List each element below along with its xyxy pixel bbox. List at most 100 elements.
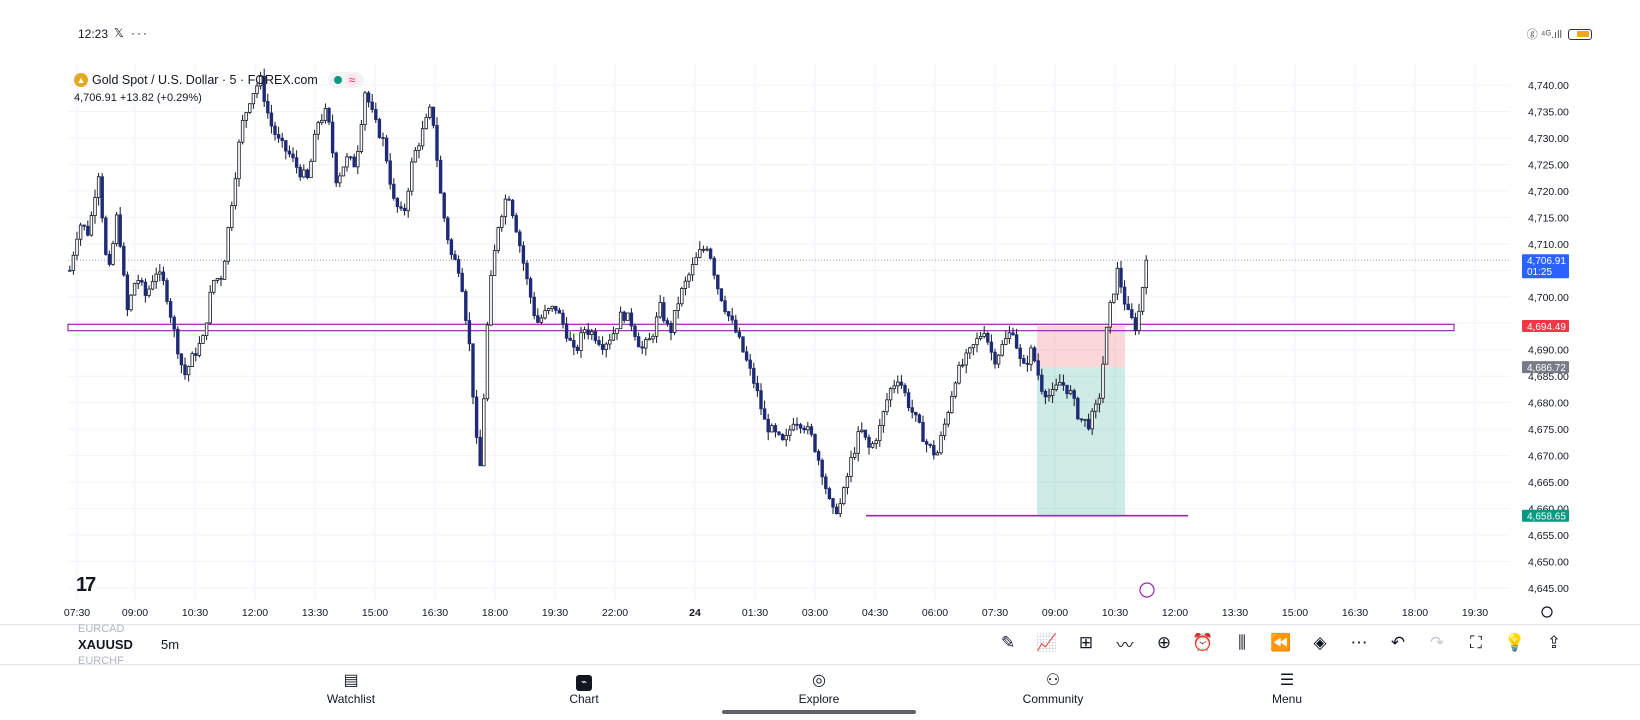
- candle: [377, 117, 382, 139]
- lightning-icon[interactable]: [1139, 582, 1155, 598]
- candle: [809, 423, 814, 437]
- candle-body-up: [939, 435, 943, 454]
- candle-body-up: [503, 198, 508, 218]
- candle: [150, 275, 155, 291]
- candle: [665, 317, 670, 327]
- tradingview-logo[interactable]: 17: [76, 574, 96, 596]
- fullscreen-icon[interactable]: ⛶: [1470, 633, 1482, 652]
- drawing-tools-icon[interactable]: 〰: [1116, 635, 1134, 655]
- candle: [96, 172, 101, 206]
- resistance-zone[interactable]: [67, 323, 1455, 332]
- candle: [906, 388, 911, 412]
- price-chart[interactable]: 4,740.00 4,735.00 4,730.00 4,725.00 4,720.00…: [0, 64, 1640, 624]
- time-axis[interactable]: 07:30 09:00 10:30 12:00 13:30 15:00 16:30 18:00…: [64, 606, 1553, 619]
- candle-body-down: [914, 411, 918, 416]
- ideas-icon[interactable]: 💡: [1504, 633, 1526, 652]
- more-icon[interactable]: ⋯: [1350, 633, 1368, 652]
- candle: [341, 166, 346, 177]
- chart-area[interactable]: 4,740.00 4,735.00 4,730.00 4,725.00 4,720.00…: [0, 64, 1640, 624]
- candle: [446, 215, 450, 245]
- nav-explore[interactable]: ◎ Explore: [759, 671, 879, 706]
- candle: [982, 325, 986, 339]
- price-tick-label: 4,740.00: [1528, 80, 1569, 92]
- candle: [752, 362, 756, 389]
- candle-body-up: [878, 425, 882, 442]
- stop-loss-zone[interactable]: [1037, 325, 1125, 368]
- candle: [662, 296, 666, 324]
- candle: [892, 379, 896, 394]
- candle: [320, 114, 324, 126]
- add-icon[interactable]: ⊕: [1156, 633, 1172, 652]
- candle: [219, 275, 223, 287]
- candle-body-down: [766, 418, 770, 433]
- symbol-description[interactable]: Gold Spot / U.S. Dollar · 5 · FOREX.com: [92, 73, 318, 87]
- take-profit-zone[interactable]: [1037, 367, 1125, 516]
- candle: [586, 323, 590, 340]
- candle-body-up: [78, 224, 83, 240]
- candle: [154, 267, 158, 289]
- price-label-value: 4,686.72: [1527, 363, 1566, 374]
- layers-icon[interactable]: ◈: [1313, 633, 1327, 652]
- candle: [791, 418, 796, 432]
- candle-body-up: [428, 106, 432, 118]
- interval-selector[interactable]: 5m: [161, 637, 180, 652]
- replay-icon[interactable]: ⏪: [1270, 633, 1292, 652]
- indicators-icon[interactable]: 📈: [1036, 633, 1058, 652]
- candle: [474, 389, 479, 444]
- chart-type-icon[interactable]: ⫼: [1238, 633, 1246, 652]
- symbol-selector[interactable]: XAUUSD: [78, 637, 133, 652]
- candle: [140, 277, 144, 286]
- candle-body-up: [896, 381, 900, 387]
- candle: [813, 433, 817, 453]
- candle-body-up: [644, 339, 648, 349]
- alert-icon[interactable]: ⏰: [1192, 633, 1214, 652]
- candle: [179, 353, 184, 374]
- candle-body-down: [1076, 397, 1080, 420]
- candle: [633, 323, 637, 341]
- candle-body-up: [615, 328, 619, 335]
- candle: [881, 410, 886, 433]
- candle-body-up: [770, 425, 774, 433]
- templates-icon[interactable]: ⊞: [1078, 633, 1094, 652]
- symbol-prev[interactable]: EURCAD: [78, 623, 125, 635]
- redo-icon[interactable]: ↷: [1429, 633, 1445, 652]
- axis-settings-icon[interactable]: [1541, 606, 1553, 618]
- nav-label: Community: [1022, 692, 1084, 706]
- candle: [1058, 374, 1062, 386]
- candle-body-up: [413, 150, 418, 163]
- nav-watchlist[interactable]: ▤ Watchlist: [291, 671, 411, 706]
- nav-menu[interactable]: ☰ Menu: [1227, 671, 1347, 706]
- chart-legend[interactable]: ▲ Gold Spot / U.S. Dollar · 5 · FOREX.co…: [74, 72, 365, 104]
- candle: [1090, 408, 1094, 436]
- candle-body-up: [608, 339, 612, 345]
- chart-icon: ⌁: [576, 675, 592, 691]
- candle: [978, 331, 983, 341]
- market-status-badge[interactable]: ≈: [327, 72, 365, 88]
- candle-body-down: [863, 429, 868, 438]
- candle-body-down: [449, 239, 454, 255]
- candle: [161, 266, 166, 286]
- undo-icon[interactable]: ↶: [1390, 633, 1406, 652]
- candle: [104, 215, 108, 256]
- time-tick-label: 19:30: [542, 607, 568, 619]
- candle: [903, 383, 907, 397]
- candle: [680, 286, 684, 307]
- candle-body-down: [125, 274, 130, 311]
- status-right: ⓖ ⁴ᴳ.ıll: [1527, 26, 1592, 42]
- candle: [93, 189, 97, 224]
- nav-chart[interactable]: ⌁ Chart: [524, 671, 644, 706]
- candle-body-down: [1130, 309, 1134, 319]
- share-icon[interactable]: ⇪: [1546, 633, 1562, 652]
- candle: [870, 441, 875, 449]
- candles[interactable]: [68, 68, 1148, 518]
- candle: [1025, 355, 1030, 372]
- candle-body-up: [255, 85, 259, 94]
- candle-body-up: [852, 452, 857, 458]
- nav-community[interactable]: ⚇ Community: [993, 671, 1113, 706]
- candle: [647, 332, 652, 341]
- candle: [406, 187, 410, 218]
- candle: [1072, 388, 1076, 407]
- candle-body-down: [795, 423, 799, 426]
- pencil-icon[interactable]: ✎: [1000, 633, 1016, 652]
- candle: [644, 336, 648, 356]
